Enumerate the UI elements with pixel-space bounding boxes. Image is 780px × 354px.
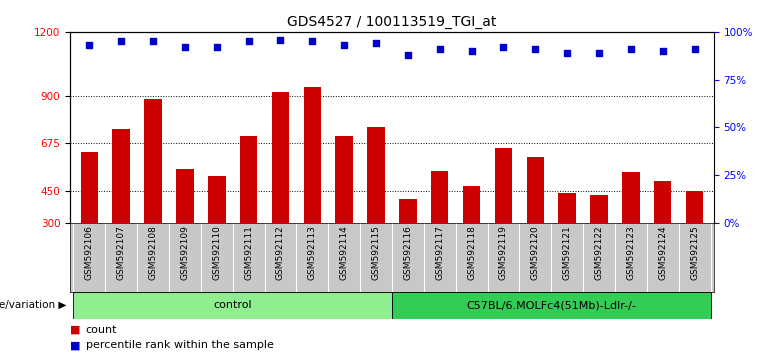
Text: GSM592119: GSM592119 xyxy=(499,225,508,280)
Point xyxy=(529,46,541,52)
Text: GSM592118: GSM592118 xyxy=(467,225,476,280)
Text: GSM592106: GSM592106 xyxy=(85,225,94,280)
Point xyxy=(338,42,350,48)
Bar xyxy=(144,99,161,223)
Bar xyxy=(176,169,193,223)
Text: GSM592121: GSM592121 xyxy=(562,225,572,280)
Bar xyxy=(654,181,672,223)
Text: GSM592111: GSM592111 xyxy=(244,225,253,280)
Point xyxy=(402,52,414,58)
Point xyxy=(497,44,509,50)
Point xyxy=(625,46,637,52)
Point xyxy=(370,40,382,46)
Bar xyxy=(112,129,130,223)
Text: GSM592120: GSM592120 xyxy=(531,225,540,280)
Bar xyxy=(526,157,544,223)
Point xyxy=(593,50,605,56)
Text: C57BL/6.MOLFc4(51Mb)-Ldlr-/-: C57BL/6.MOLFc4(51Mb)-Ldlr-/- xyxy=(466,300,636,310)
Text: GSM592107: GSM592107 xyxy=(117,225,126,280)
Text: GSM592122: GSM592122 xyxy=(594,225,604,280)
Bar xyxy=(399,199,417,223)
Point xyxy=(657,48,669,54)
Text: GSM592124: GSM592124 xyxy=(658,225,667,280)
Text: GSM592116: GSM592116 xyxy=(403,225,413,280)
Point xyxy=(275,37,287,42)
Point xyxy=(147,39,159,44)
Text: GSM592109: GSM592109 xyxy=(180,225,190,280)
Point xyxy=(561,50,573,56)
Bar xyxy=(335,136,353,223)
Bar xyxy=(622,172,640,223)
Title: GDS4527 / 100113519_TGI_at: GDS4527 / 100113519_TGI_at xyxy=(287,16,497,29)
Bar xyxy=(392,292,711,319)
Text: ■: ■ xyxy=(70,325,80,335)
Point xyxy=(243,39,255,44)
Bar xyxy=(208,176,225,223)
Bar xyxy=(558,193,576,223)
Bar xyxy=(686,191,704,223)
Bar xyxy=(367,127,385,223)
Text: GSM592125: GSM592125 xyxy=(690,225,699,280)
Bar xyxy=(80,152,98,223)
Text: ■: ■ xyxy=(70,341,80,350)
Point xyxy=(434,46,446,52)
Bar xyxy=(431,171,448,223)
Point xyxy=(115,39,127,44)
Bar xyxy=(239,136,257,223)
Text: count: count xyxy=(86,325,117,335)
Text: GSM592117: GSM592117 xyxy=(435,225,445,280)
Text: control: control xyxy=(214,300,252,310)
Text: GSM592108: GSM592108 xyxy=(148,225,158,280)
Bar xyxy=(271,92,289,223)
Bar xyxy=(590,195,608,223)
Point xyxy=(466,48,478,54)
Point xyxy=(179,44,191,50)
Point xyxy=(306,39,318,44)
Point xyxy=(211,44,223,50)
Text: genotype/variation ▶: genotype/variation ▶ xyxy=(0,300,66,310)
Point xyxy=(688,46,700,52)
Text: GSM592123: GSM592123 xyxy=(626,225,636,280)
Text: GSM592114: GSM592114 xyxy=(339,225,349,280)
Bar xyxy=(463,186,480,223)
Text: GSM592110: GSM592110 xyxy=(212,225,222,280)
Bar xyxy=(303,87,321,223)
Text: GSM592112: GSM592112 xyxy=(276,225,285,280)
Bar xyxy=(73,292,392,319)
Text: percentile rank within the sample: percentile rank within the sample xyxy=(86,341,274,350)
Bar xyxy=(495,148,512,223)
Text: GSM592115: GSM592115 xyxy=(371,225,381,280)
Point xyxy=(83,42,96,48)
Text: GSM592113: GSM592113 xyxy=(308,225,317,280)
